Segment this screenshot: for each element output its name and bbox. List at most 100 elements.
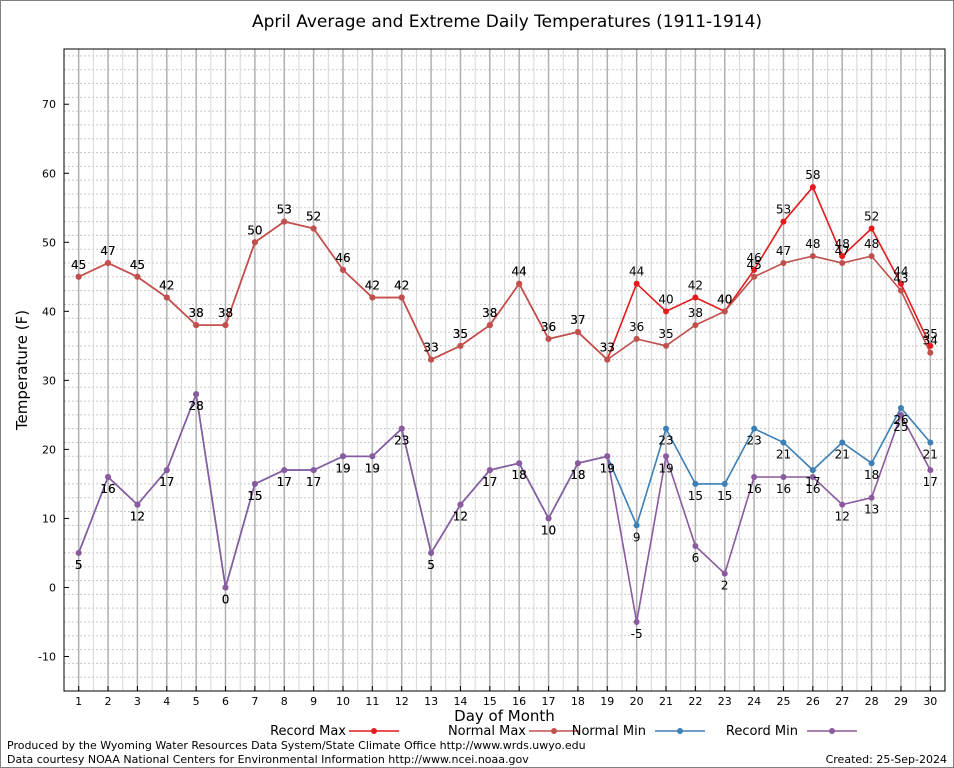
data-point <box>457 342 464 349</box>
data-label: 18 <box>864 468 879 482</box>
data-point <box>663 425 670 432</box>
data-label: 21 <box>923 447 938 461</box>
x-tick-label: 30 <box>923 695 937 708</box>
data-point <box>868 253 875 260</box>
legend-label: Record Max <box>270 724 346 739</box>
data-label: 50 <box>247 223 262 237</box>
data-label: 5 <box>75 558 83 572</box>
data-label: 9 <box>633 530 641 544</box>
data-point <box>721 570 728 577</box>
data-label: 47 <box>100 244 115 258</box>
x-tick-label: 9 <box>310 695 317 708</box>
data-label: 48 <box>835 237 850 251</box>
data-label: 45 <box>71 258 86 272</box>
data-label: 47 <box>100 244 115 258</box>
data-label: 18 <box>512 468 527 482</box>
data-point <box>692 543 699 550</box>
data-point <box>310 225 317 232</box>
data-label: 37 <box>570 313 585 327</box>
data-label: 13 <box>864 503 879 517</box>
data-point <box>663 453 670 460</box>
data-label: 10 <box>541 523 556 537</box>
legend-marker <box>551 728 557 734</box>
legend-marker <box>677 728 683 734</box>
data-label: 42 <box>159 279 174 293</box>
data-label: 40 <box>717 292 732 306</box>
data-label: 12 <box>453 510 468 524</box>
data-point <box>927 439 934 446</box>
legend-marker <box>829 728 835 734</box>
data-point <box>868 460 875 467</box>
x-tick-label: 5 <box>193 695 200 708</box>
y-tick-label: -10 <box>38 650 56 663</box>
data-label: 52 <box>864 209 879 223</box>
data-point <box>516 280 523 287</box>
data-point <box>222 322 229 329</box>
data-label: 45 <box>130 258 145 272</box>
data-point <box>897 280 904 287</box>
data-label: 47 <box>776 244 791 258</box>
footer-created: Created: 25-Sep-2024 <box>826 753 947 766</box>
legend: Record Max Normal Max Normal Min Record Min <box>270 724 857 739</box>
data-label: 36 <box>541 320 556 334</box>
data-label: 38 <box>218 306 233 320</box>
data-point <box>105 474 112 480</box>
data-point <box>251 480 258 487</box>
x-tick-label: 8 <box>281 695 288 708</box>
data-point <box>839 439 846 446</box>
data-label: 50 <box>247 223 262 237</box>
data-point <box>105 260 112 266</box>
data-label: 16 <box>776 482 791 496</box>
data-label: 17 <box>277 475 292 489</box>
data-label: 42 <box>394 279 409 293</box>
x-tick-label: 29 <box>894 695 908 708</box>
data-label: 40 <box>717 292 732 306</box>
x-tick-label: 16 <box>512 695 526 708</box>
data-label: 28 <box>189 399 204 413</box>
data-label: 23 <box>394 434 409 448</box>
data-label: 12 <box>835 510 850 524</box>
data-label: 17 <box>805 475 820 489</box>
data-label: 45 <box>71 258 86 272</box>
data-point <box>780 260 787 266</box>
plot-area <box>63 48 946 692</box>
legend-label: Normal Min <box>572 724 646 739</box>
data-point <box>398 294 405 301</box>
data-point <box>809 474 816 480</box>
data-point <box>663 342 670 349</box>
x-tick-label: 6 <box>222 695 229 708</box>
data-point <box>193 322 200 329</box>
x-tick-label: 20 <box>630 695 644 708</box>
footer-producer: Produced by the Wyoming Water Resources … <box>7 739 586 752</box>
data-point <box>574 329 581 336</box>
data-point <box>927 342 934 349</box>
data-point <box>516 460 523 467</box>
data-point <box>75 549 82 556</box>
data-point <box>809 253 816 260</box>
series <box>75 184 934 625</box>
data-label: 35 <box>923 327 938 341</box>
x-axis-label: Day of Month <box>454 707 555 725</box>
data-label: 15 <box>247 489 262 503</box>
data-label: 16 <box>100 482 115 496</box>
data-label: 23 <box>394 434 409 448</box>
data-point <box>897 404 904 411</box>
data-point <box>281 218 288 225</box>
data-label: 28 <box>189 399 204 413</box>
data-label: 17 <box>923 475 938 489</box>
series-line <box>78 220 932 361</box>
data-label: 17 <box>159 475 174 489</box>
data-label: 0 <box>222 592 230 606</box>
data-point <box>339 266 346 273</box>
data-label: 37 <box>570 313 585 327</box>
data-point <box>251 239 258 246</box>
data-label: 16 <box>100 482 115 496</box>
data-point <box>163 294 170 301</box>
data-label: 21 <box>835 447 850 461</box>
data-label: 48 <box>805 237 820 251</box>
data-point <box>604 453 611 460</box>
data-point <box>193 391 200 398</box>
data-label: 35 <box>453 327 468 341</box>
data-point <box>751 474 758 480</box>
